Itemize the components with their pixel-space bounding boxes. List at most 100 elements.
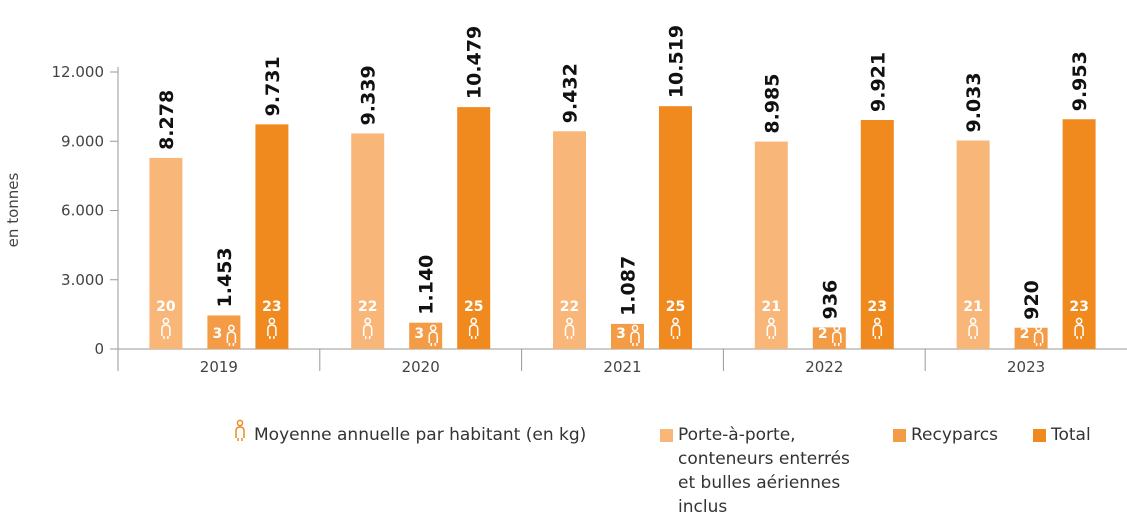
person-icon [832,324,842,346]
icon-body [428,331,438,346]
icon-body [226,331,237,346]
x-tick-label: 2019 [200,358,238,376]
person-icon [670,317,681,339]
per-capita-label: 3 [213,326,223,342]
person-icon [428,324,438,346]
icon-head [767,317,775,325]
person-icon [267,317,277,339]
value-label: 8.985 [761,73,783,133]
icon-head [1035,324,1042,332]
value-label: 1.453 [214,247,236,307]
icon-head [969,317,977,325]
person-icon [872,317,883,339]
bar [754,141,788,349]
legend-swatch [893,429,906,442]
value-label: 936 [819,280,841,320]
legend-label: Moyenne annuelle par habitant (en kg) [254,425,587,445]
icon-body [267,324,277,339]
bar [1014,327,1048,349]
icon-body [1074,324,1084,339]
icon-head [833,324,841,332]
icon-head [470,317,478,325]
legend-label: Total [1051,425,1091,445]
icon-head [162,317,170,325]
person-icon [161,317,171,339]
y-tick-label: 12.000 [52,63,105,81]
value-label: 9.033 [963,72,985,132]
bar [1062,119,1096,349]
bar [457,107,491,350]
per-capita-label: 2 [818,326,828,342]
bar [956,140,990,349]
per-capita-label: 23 [262,299,281,315]
bar [659,106,692,349]
person-icon [362,317,373,339]
y-tick-label: 0 [94,340,104,358]
icon-body [670,324,681,339]
per-capita-label: 22 [358,299,377,315]
per-capita-label: 3 [414,326,424,342]
icon-head [236,419,244,427]
person-icon [235,419,245,441]
person-icon [468,317,479,339]
value-label: 8.278 [156,90,178,150]
icon-head [429,324,437,332]
legend-label: Porte-à-porte, conteneurs enterrés et bu… [678,425,850,516]
icon-head [268,317,276,325]
per-capita-label: 3 [616,326,626,342]
per-capita-label: 20 [156,299,176,315]
per-capita-label: 21 [963,299,982,315]
bar [207,315,241,349]
x-tick-label: 2022 [805,358,843,376]
y-tick-label: 3.000 [61,271,104,289]
icon-head [873,317,881,325]
y-tick-label: 6.000 [61,202,104,220]
value-label: 9.953 [1069,51,1091,111]
icon-body [564,324,575,339]
per-capita-label: 23 [868,299,887,315]
per-capita-label: 2 [1020,326,1030,342]
y-axis-label: en tonnes [4,173,22,248]
icon-body [832,331,842,346]
value-label: 10.479 [464,26,486,99]
bar [255,124,289,349]
icon-head [364,317,372,325]
y-tick-label: 9.000 [61,132,104,150]
legend-swatch [660,429,673,442]
icon-body [362,324,373,339]
icon-head [566,317,573,325]
value-label: 9.921 [867,52,889,112]
icon-body [468,324,479,339]
per-capita-label: 25 [666,299,685,315]
value-label: 9.432 [560,63,582,123]
legend-label: Recyparcs [911,425,998,445]
person-icon [766,317,777,339]
x-tick-label: 2020 [402,358,440,376]
value-label: 920 [1021,280,1043,320]
x-tick-label: 2021 [603,358,641,376]
icon-body [630,331,640,346]
x-tick-label: 2023 [1007,358,1045,376]
person-icon [226,324,237,346]
icon-head [228,324,235,332]
per-capita-label: 25 [464,299,483,315]
person-icon [564,317,575,339]
value-label: 9.731 [262,56,284,116]
legend-swatch [1033,429,1046,442]
per-capita-label: 22 [560,299,579,315]
icon-body [968,324,978,339]
legend-icon [235,419,245,441]
person-icon [630,324,640,346]
chart: en tonnes 0 3.000 6.000 9.000 12.000 2019 8.27… [4,25,1127,376]
bar [351,133,385,349]
person-icon [968,317,978,339]
value-label: 1.140 [416,255,438,315]
value-label: 10.519 [666,25,688,98]
icon-body [235,426,245,441]
icon-body [161,324,171,339]
per-capita-label: 23 [1069,299,1088,315]
icon-body [1033,331,1044,346]
bar [149,157,183,349]
icon-body [872,324,883,339]
